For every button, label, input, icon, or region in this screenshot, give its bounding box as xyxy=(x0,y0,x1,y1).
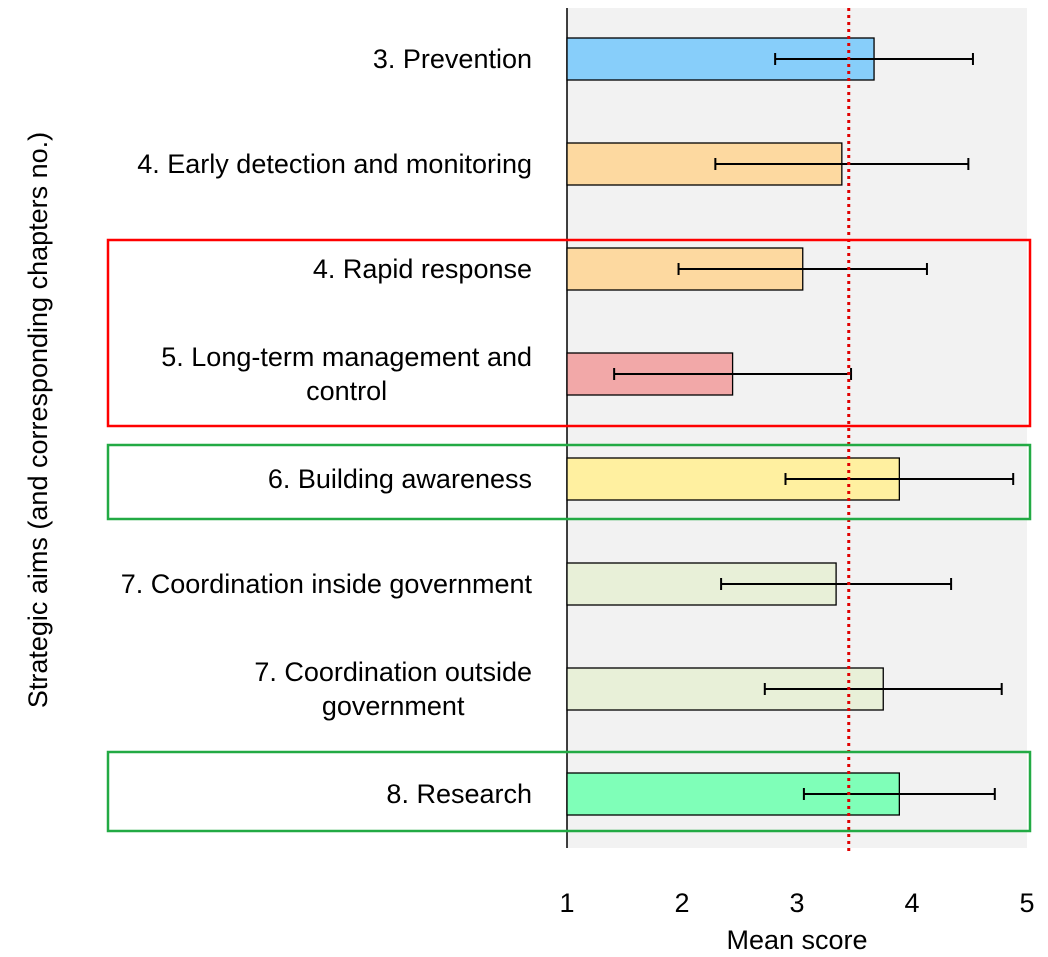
x-tick-label: 2 xyxy=(674,888,689,918)
x-tick-label: 3 xyxy=(789,888,804,918)
error-bar xyxy=(802,788,996,800)
error-bar xyxy=(763,683,1003,695)
x-tick-label: 4 xyxy=(904,888,919,918)
error-bar xyxy=(720,578,953,590)
category-text: 4. Early detection and monitoring xyxy=(137,149,532,179)
category-label: 7. Coordination outside government xyxy=(254,655,532,723)
category-label: 3. Prevention xyxy=(373,42,532,76)
highlight-box xyxy=(106,238,1032,428)
category-text: 8. Research xyxy=(386,779,532,809)
category-label: 6. Building awareness xyxy=(268,462,532,496)
y-axis-label: Strategic aims (and corresponding chapte… xyxy=(23,132,53,708)
error-bar xyxy=(714,158,970,170)
category-text: 7. Coordination outside government xyxy=(254,657,532,721)
plot-area xyxy=(567,8,1027,848)
error-bar xyxy=(774,53,974,65)
category-label: 8. Research xyxy=(386,777,532,811)
category-text: 5. Long-term management and control xyxy=(161,342,532,406)
error-bar xyxy=(613,368,853,380)
highlight-box xyxy=(106,443,1032,521)
x-axis-label: Mean score xyxy=(726,925,867,955)
category-label: 5. Long-term management and control xyxy=(161,340,532,408)
category-text: 6. Building awareness xyxy=(267,464,532,494)
x-tick-label: 1 xyxy=(559,888,574,918)
category-label: 4. Early detection and monitoring xyxy=(137,147,532,181)
category-text: 7. Coordination inside government xyxy=(120,569,532,599)
category-text: 4. Rapid response xyxy=(312,254,532,284)
highlight-box xyxy=(106,750,1032,833)
category-text: 3. Prevention xyxy=(372,44,532,74)
x-tick-label: 5 xyxy=(1019,888,1034,918)
error-bar xyxy=(784,473,1015,485)
category-label: 4. Rapid response xyxy=(313,252,532,286)
category-label: 7. Coordination inside government xyxy=(121,567,532,601)
error-bar xyxy=(677,263,928,275)
